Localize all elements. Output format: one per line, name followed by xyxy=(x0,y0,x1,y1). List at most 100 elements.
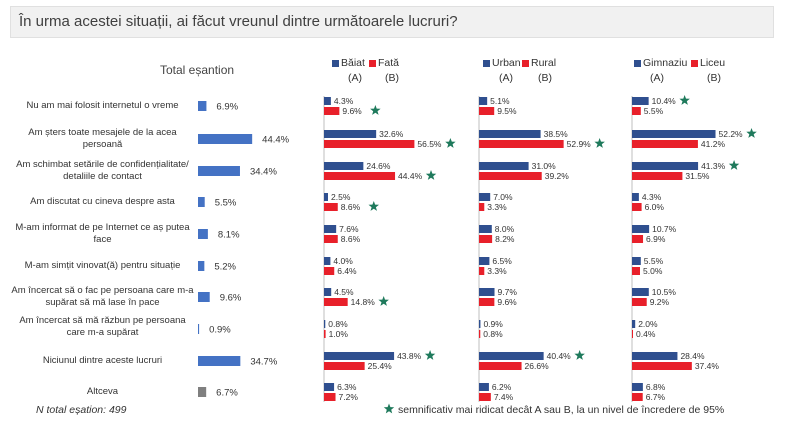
series-a-bar xyxy=(632,288,649,296)
series-a-value-label: 5.5% xyxy=(644,256,664,266)
series-b-bar xyxy=(324,298,348,306)
significance-star-icon xyxy=(370,105,381,115)
series-a-bar xyxy=(479,288,495,296)
series-a-bar xyxy=(324,320,326,328)
series-a-bar xyxy=(632,225,650,233)
legend-swatch xyxy=(332,60,339,67)
series-a-value-label: 4.5% xyxy=(334,287,354,297)
legend-series-letter: (A) xyxy=(499,72,513,84)
series-b-bar xyxy=(324,393,336,401)
series-b-bar xyxy=(632,393,643,401)
series-a-value-label: 31.0% xyxy=(532,161,557,171)
legend-swatch xyxy=(634,60,641,67)
series-b-value-label: 56.5% xyxy=(417,139,442,149)
series-a-bar xyxy=(324,352,395,360)
series-b-value-label: 3.3% xyxy=(487,202,507,212)
series-a-bar xyxy=(479,130,541,138)
series-b-bar xyxy=(324,267,335,275)
significance-note: semnificativ mai ridicat decât A sau B, … xyxy=(398,404,725,416)
series-b-bar xyxy=(479,298,495,306)
series-a-bar xyxy=(324,257,331,265)
category-label: Am încercat să o fac pe persoana care m-… xyxy=(11,285,194,308)
significance-star-icon xyxy=(728,160,740,170)
series-b-bar xyxy=(479,107,495,115)
total-bar xyxy=(198,229,208,239)
total-value-label: 9.6% xyxy=(220,293,242,304)
series-b-value-label: 6.4% xyxy=(337,266,357,276)
legend-series-letter: (A) xyxy=(348,72,362,84)
total-value-label: 5.2% xyxy=(214,262,236,273)
series-a-bar xyxy=(479,162,529,170)
total-value-label: 34.4% xyxy=(250,167,277,178)
series-b-value-label: 7.2% xyxy=(339,392,359,402)
series-a-bar xyxy=(479,383,489,391)
series-a-value-label: 2.0% xyxy=(638,319,658,329)
category-label: Am încercat să mă răzbun pe persoana car… xyxy=(19,315,186,338)
series-b-value-label: 31.5% xyxy=(685,171,710,181)
series-a-value-label: 7.6% xyxy=(339,224,359,234)
series-a-bar xyxy=(632,320,636,328)
series-a-value-label: 41.3% xyxy=(701,161,726,171)
series-b-value-label: 9.6% xyxy=(497,297,517,307)
total-bar xyxy=(198,356,241,366)
category-label: M-am informat de pe Internet ce aș putea… xyxy=(15,222,190,245)
series-a-value-label: 7.0% xyxy=(493,192,513,202)
series-b-value-label: 44.4% xyxy=(398,171,423,181)
sample-size-footnote: N total eșation: 499 xyxy=(36,404,127,416)
series-a-bar xyxy=(632,193,639,201)
total-bar xyxy=(198,166,240,176)
legend-swatch xyxy=(483,60,490,67)
series-b-bar xyxy=(324,140,415,148)
series-b-value-label: 8.6% xyxy=(341,234,361,244)
series-b-value-label: 6.9% xyxy=(646,234,666,244)
legend-series-name: Liceu xyxy=(700,57,726,69)
series-b-value-label: 0.4% xyxy=(636,329,656,339)
legend-series-name: Băiat xyxy=(341,57,365,69)
series-a-bar xyxy=(632,130,716,138)
significance-star-icon xyxy=(378,296,389,306)
legend-swatch xyxy=(691,60,698,67)
series-a-bar xyxy=(324,288,332,296)
series-a-value-label: 4.3% xyxy=(334,96,354,106)
significance-star-icon xyxy=(679,95,690,105)
series-b-value-label: 6.0% xyxy=(645,202,665,212)
category-label: Am schimbat setările de confidențialitat… xyxy=(16,159,189,182)
series-b-bar xyxy=(324,107,340,115)
legend-series-letter: (B) xyxy=(707,72,721,84)
series-b-value-label: 9.5% xyxy=(497,106,517,116)
series-a-value-label: 32.6% xyxy=(379,129,404,139)
significance-star-icon xyxy=(368,201,379,211)
total-bar xyxy=(198,101,207,111)
series-b-bar xyxy=(324,330,326,338)
total-value-label: 8.1% xyxy=(218,230,240,241)
series-b-value-label: 25.4% xyxy=(368,361,393,371)
total-bar xyxy=(198,324,200,334)
series-b-bar xyxy=(632,362,692,370)
significance-star-icon xyxy=(424,350,436,360)
series-b-value-label: 41.2% xyxy=(701,139,726,149)
series-a-bar xyxy=(479,225,492,233)
significance-legend-star-icon xyxy=(383,403,395,414)
series-b-value-label: 26.6% xyxy=(525,361,550,371)
significance-star-icon xyxy=(425,170,437,180)
significance-star-icon xyxy=(594,138,605,148)
legend-series-letter: (A) xyxy=(650,72,664,84)
total-sample-header: Total eșantion xyxy=(160,63,235,77)
series-a-value-label: 10.5% xyxy=(652,287,677,297)
series-b-bar xyxy=(632,298,647,306)
series-b-value-label: 1.0% xyxy=(329,329,349,339)
significance-star-icon xyxy=(574,350,585,360)
series-a-bar xyxy=(632,383,643,391)
total-value-label: 34.7% xyxy=(250,357,277,368)
series-b-value-label: 3.3% xyxy=(487,266,507,276)
category-label: Am șters toate mesajele de la acea perso… xyxy=(28,127,177,150)
series-b-value-label: 14.8% xyxy=(351,297,376,307)
series-b-value-label: 6.7% xyxy=(646,392,666,402)
series-b-bar xyxy=(479,140,564,148)
series-a-value-label: 40.4% xyxy=(547,351,572,361)
category-label: Niciunul dintre aceste lucruri xyxy=(42,355,163,366)
series-b-value-label: 8.6% xyxy=(341,202,361,212)
series-a-value-label: 0.9% xyxy=(483,319,503,329)
series-a-value-label: 4.3% xyxy=(642,192,662,202)
